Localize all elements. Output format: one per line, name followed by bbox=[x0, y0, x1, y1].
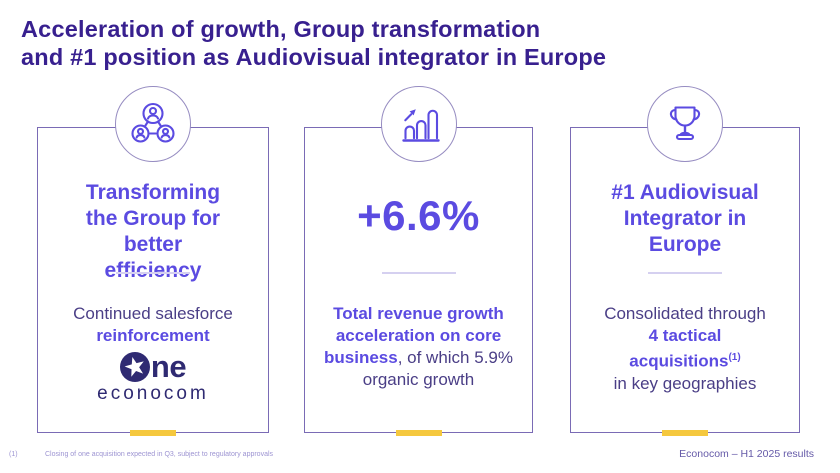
growth-bars-icon bbox=[380, 86, 457, 162]
card-revenue-growth: +6.6% Total revenue growth acceleration … bbox=[304, 86, 533, 436]
yellow-accent-bar bbox=[395, 430, 442, 436]
star-circle-icon bbox=[119, 352, 150, 382]
footnote-marker: (1) bbox=[9, 451, 18, 458]
team-network-icon bbox=[115, 86, 191, 162]
body-text: in key geographies bbox=[613, 373, 757, 393]
body-text-bold: Total revenue growth acceleration on cor… bbox=[324, 304, 504, 367]
card-group-transformation: Transforming the Group for better effici… bbox=[37, 86, 269, 436]
yellow-accent-bar bbox=[662, 430, 708, 436]
card-audiovisual-leader: #1 Audiovisual Integrator in Europe Cons… bbox=[570, 86, 800, 436]
divider bbox=[648, 272, 722, 274]
footnote-ref: (1) bbox=[728, 352, 741, 363]
divider bbox=[116, 272, 190, 274]
body-text: Continued salesforce bbox=[73, 304, 233, 323]
body-text-bold: 4 tactical acquisitions(1) bbox=[629, 326, 741, 371]
card-body: Total revenue growth acceleration on cor… bbox=[318, 303, 519, 391]
page-title: Acceleration of growth, Group transforma… bbox=[21, 15, 606, 71]
slide-footer: Econocom – H1 2025 results bbox=[679, 448, 814, 460]
body-text: , of which 5.9% organic growth bbox=[362, 348, 513, 389]
logo-wordmark: ne bbox=[51, 349, 255, 384]
card-body: Continued salesforce reinforcement ne ec… bbox=[51, 303, 255, 405]
logo-text: ne bbox=[150, 349, 187, 384]
page-title-line2: and #1 position as Audiovisual integrato… bbox=[21, 44, 607, 70]
body-text: Consolidated through bbox=[604, 304, 766, 323]
card-heading: Transforming the Group for better effici… bbox=[85, 181, 221, 282]
growth-figure: +6.6% bbox=[357, 192, 480, 239]
body-text-bold: reinforcement bbox=[96, 326, 210, 345]
page-title-line1: Acceleration of growth, Group transforma… bbox=[21, 16, 541, 42]
trophy-icon bbox=[647, 86, 723, 162]
yellow-accent-bar bbox=[130, 430, 176, 436]
footnote-text: Closing of one acquisition expected in Q… bbox=[45, 451, 274, 458]
one-econocom-logo: ne econocom bbox=[51, 349, 255, 405]
divider bbox=[381, 272, 456, 274]
logo-subtext: econocom bbox=[97, 383, 209, 404]
card-body: Consolidated through 4 tactical acquisit… bbox=[584, 303, 786, 395]
card-heading: #1 Audiovisual Integrator in Europe bbox=[611, 181, 759, 256]
